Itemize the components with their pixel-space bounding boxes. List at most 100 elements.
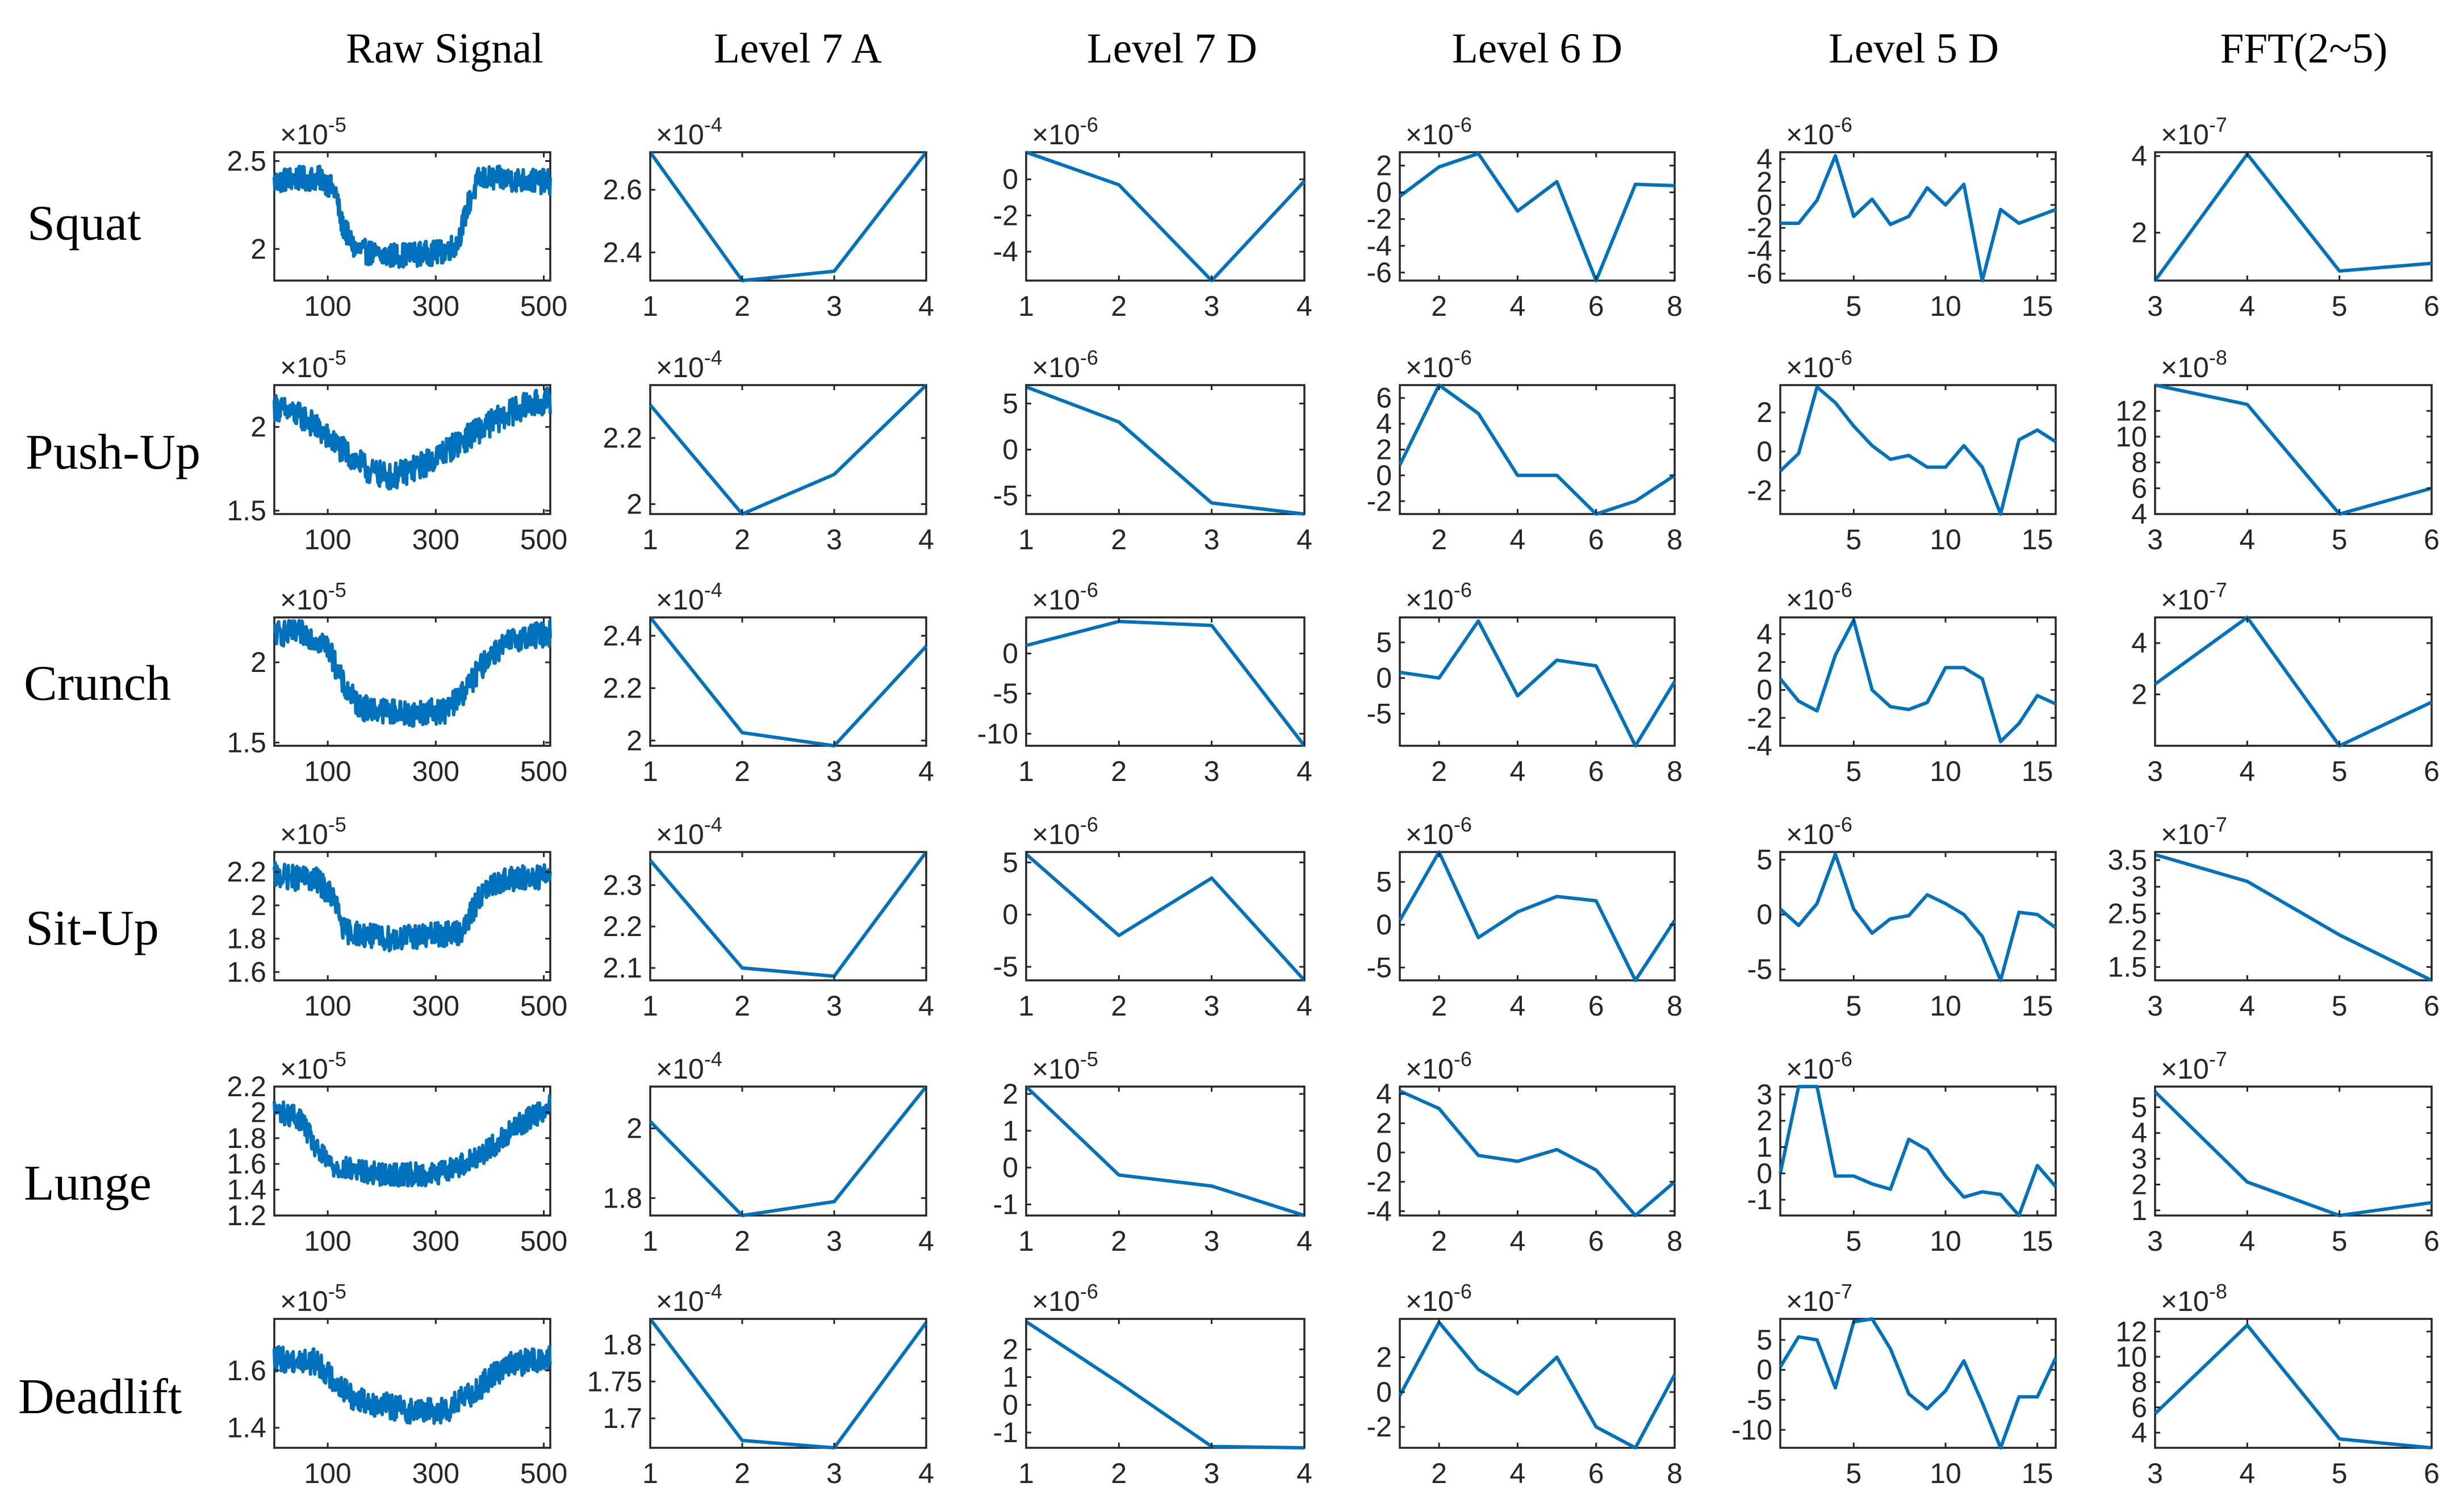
- panel-sit-up-fft-2-5-ytick-label: 1.5: [2107, 951, 2147, 983]
- panel-deadlift-fft-2-5-xtick-label: 3: [2147, 1457, 2163, 1489]
- panel-crunch-raw-signal-exponent-label: ×10-5: [280, 578, 346, 616]
- panel-push-up-fft-2-5-xtick-label: 6: [2424, 524, 2440, 555]
- panel-lunge-level-7-d-series-line: [1024, 1085, 1305, 1217]
- panel-lunge-fft-2-5-ytick-label: 5: [2131, 1091, 2147, 1123]
- row-label-lunge: Lunge: [24, 1156, 152, 1211]
- panel-deadlift-raw-signal-xtick-label: 500: [520, 1457, 567, 1489]
- panel-lunge-level-7-d-ytick-label: 2: [1002, 1078, 1018, 1110]
- panel-crunch-level-7-d-exponent-label: ×10-6: [1032, 578, 1098, 616]
- panel-lunge-raw-signal-xtick-label: 500: [520, 1225, 567, 1257]
- panel-sit-up-raw-signal-xtick-label: 100: [304, 990, 351, 1022]
- panel-lunge-level-5-d-ytick-label: 0: [1756, 1158, 1772, 1189]
- panel-sit-up-fft-2-5-xtick-label: 3: [2147, 990, 2163, 1022]
- panel-squat-level-6-d-exponent-label: ×10-6: [1405, 113, 1472, 151]
- panel-sit-up-level-7-a: 1 2 3 4 2.1 2.2 2.3 ×10-4: [603, 813, 934, 1022]
- panel-lunge-level-7-a-xtick-label: 2: [734, 1225, 750, 1257]
- panel-squat-level-7-a-ytick-label: 2.6: [603, 174, 642, 206]
- panel-crunch-level-7-d-xtick-label: 3: [1204, 755, 1220, 787]
- panel-sit-up-level-7-d-xtick-label: 4: [1296, 990, 1312, 1022]
- panel-sit-up-level-5-d-xtick-label: 15: [2022, 990, 2053, 1022]
- panel-push-up-level-6-d-xtick-label: 6: [1588, 524, 1604, 555]
- panel-deadlift-level-6-d: 2 4 6 8-202×10-6: [1367, 1280, 1683, 1489]
- panel-lunge-level-6-d-exponent-label: ×10-6: [1405, 1047, 1472, 1085]
- panel-lunge-level-7-d-xtick-label: 2: [1111, 1225, 1127, 1257]
- panel-push-up-raw-signal: 100 300 500 1.5 2 ×10-5: [227, 346, 567, 555]
- panel-crunch-level-5-d-xtick-label: 15: [2022, 755, 2053, 787]
- panel-sit-up-level-7-a-xtick-label: 2: [734, 990, 750, 1022]
- panel-deadlift-level-6-d-xtick-label: 4: [1510, 1457, 1526, 1489]
- panel-deadlift-level-7-a-ytick-label: 1.7: [603, 1402, 642, 1434]
- panel-squat-level-7-d-ytick-label: -4: [993, 236, 1018, 268]
- panel-deadlift-level-6-d-ytick-label: 2: [1376, 1341, 1392, 1373]
- panel-sit-up-level-7-a-axes: [649, 851, 927, 981]
- panel-sit-up-level-7-d-ytick-label: -5: [993, 951, 1018, 983]
- panel-lunge-level-7-a-series-line: [649, 1085, 928, 1217]
- panel-push-up-level-7-a-xtick-label: 1: [642, 524, 658, 555]
- row-label-crunch: Crunch: [24, 656, 171, 711]
- panel-crunch-fft-2-5-xtick-label: 5: [2332, 755, 2348, 787]
- panel-sit-up-raw-signal-ytick-label: 2: [250, 889, 266, 921]
- panel-lunge-level-5-d-xtick-label: 15: [2022, 1225, 2053, 1257]
- panel-squat-fft-2-5: 3 4 5 6 2 4 ×10-7: [2131, 113, 2440, 322]
- row-label-push-up: Push-Up: [26, 425, 200, 480]
- panel-push-up-level-6-d-xtick-label: 4: [1510, 524, 1526, 555]
- panel-squat-level-5-d-ytick-label: 4: [1756, 143, 1772, 175]
- panel-lunge-level-7-a-axes: [649, 1085, 927, 1217]
- panel-lunge-level-7-d-ytick-label: 1: [1002, 1115, 1018, 1147]
- panel-squat-level-7-d-xtick-label: 1: [1018, 290, 1034, 322]
- panel-lunge-fft-2-5-ytick-label: 1: [2131, 1194, 2147, 1226]
- panel-push-up-level-7-d-xtick-label: 3: [1204, 524, 1220, 555]
- panel-lunge-level-5-d-xtick-label: 5: [1846, 1225, 1861, 1257]
- panel-lunge-level-5-d-xtick-label: 10: [1930, 1225, 1961, 1257]
- panel-lunge-level-6-d-ytick-label: 4: [1376, 1078, 1392, 1110]
- panel-squat-level-6-d-axes: [1399, 151, 1676, 282]
- panel-lunge-level-7-d-ytick-label: -1: [993, 1189, 1018, 1221]
- panel-lunge-level-6-d-axes: [1399, 1085, 1676, 1217]
- panel-lunge-level-6-d-ytick-label: -2: [1367, 1166, 1392, 1198]
- panel-squat-level-7-d-ytick-label: 0: [1002, 164, 1018, 195]
- panel-push-up-level-7-a: 1 2 3 422.2×10-4: [603, 346, 934, 555]
- panel-sit-up-raw-signal-ytick-label: 1.6: [227, 956, 266, 988]
- row-labels: Squat Push-Up Crunch Sit-Up Lunge Deadli…: [18, 196, 200, 1425]
- panel-deadlift-level-5-d-exponent-label: ×10-7: [1786, 1280, 1852, 1317]
- panel-push-up-raw-signal-xtick-label: 300: [412, 524, 459, 555]
- panel-crunch-raw-signal: 100 300 500 1.5 2 ×10-5: [227, 578, 567, 787]
- panel-deadlift-level-5-d-xtick-label: 5: [1846, 1457, 1861, 1489]
- panel-sit-up-level-5-d-exponent-label: ×10-6: [1786, 813, 1852, 850]
- panel-push-up-level-7-d-ytick-label: -5: [993, 480, 1018, 512]
- panel-push-up-fft-2-5-axes: [2154, 384, 2433, 515]
- panel-lunge-level-6-d-ytick-label: -4: [1367, 1195, 1392, 1227]
- panel-lunge-level-5-d-ytick-label: -1: [1747, 1184, 1772, 1216]
- panel-squat-raw-signal-series-line: [273, 164, 552, 269]
- panel-sit-up-level-7-a-series-line: [649, 851, 928, 978]
- panel-push-up-level-5-d-ytick-label: -2: [1747, 475, 1772, 507]
- panel-push-up-fft-2-5-ytick-label: 10: [2115, 421, 2147, 453]
- panel-deadlift-level-5-d-series-line: [1779, 1317, 2057, 1450]
- panel-deadlift-fft-2-5-exponent-label: ×10-8: [2161, 1280, 2227, 1317]
- panel-sit-up-level-6-d-ytick-label: 5: [1376, 866, 1392, 898]
- panel-squat-level-5-d-ytick-label: 0: [1756, 189, 1772, 221]
- col-title-raw-signal: Raw Signal: [346, 25, 543, 72]
- panel-squat-level-7-a-exponent-label: ×10-4: [656, 113, 722, 151]
- panel-deadlift-raw-signal-exponent-label: ×10-5: [280, 1280, 346, 1317]
- panel-deadlift-level-6-d-ytick-label: 0: [1376, 1376, 1392, 1408]
- panel-deadlift-fft-2-5-ytick-label: 12: [2115, 1315, 2147, 1347]
- panel-lunge-level-6-d-ytick-label: 2: [1376, 1107, 1392, 1139]
- panel-sit-up-level-7-d-xtick-label: 2: [1111, 990, 1127, 1022]
- panel-squat-level-5-d-xtick-label: 15: [2022, 290, 2053, 322]
- panel-crunch-fft-2-5-exponent-label: ×10-7: [2161, 578, 2227, 616]
- panel-lunge-fft-2-5-xtick-label: 3: [2147, 1225, 2163, 1257]
- panel-crunch-level-6-d: 2 4 6 8 -5 0 5 ×10-6: [1367, 578, 1683, 787]
- panel-push-up-level-5-d-ytick-label: 2: [1756, 396, 1772, 428]
- panel-deadlift-level-7-a-xtick-label: 2: [734, 1457, 750, 1489]
- panel-crunch-level-7-a-axes: [649, 616, 927, 747]
- panel-deadlift-raw-signal-axes: [273, 1318, 551, 1449]
- panel-lunge-level-7-d-exponent-label: ×10-5: [1032, 1047, 1098, 1085]
- panel-crunch-level-7-a-ytick-label: 2.4: [603, 620, 642, 651]
- panel-lunge-fft-2-5-series-line: [2153, 1090, 2432, 1217]
- panel-lunge-level-5-d-exponent-label: ×10-6: [1786, 1047, 1852, 1085]
- panel-lunge-fft-2-5-xtick-label: 6: [2424, 1225, 2440, 1257]
- panel-deadlift-level-7-d-ytick-label: -1: [993, 1417, 1018, 1448]
